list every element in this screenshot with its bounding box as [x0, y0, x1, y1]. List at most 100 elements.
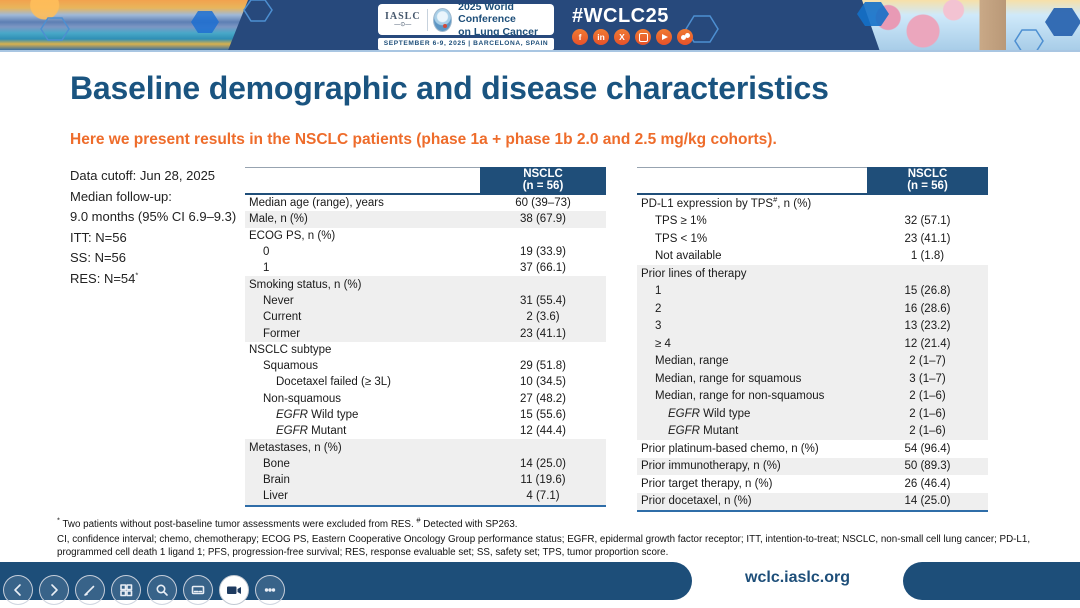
table-row: NSCLC subtype	[245, 342, 606, 358]
row-label: Median age (range), years	[249, 197, 384, 210]
community-icon[interactable]	[677, 29, 693, 45]
row-value: 2 (1–6)	[909, 390, 946, 403]
row-label: Male, n (%)	[249, 213, 308, 226]
table-row: PD-L1 expression by TPS#, n (%)	[637, 195, 988, 213]
more-options-button[interactable]	[255, 575, 285, 605]
wclc-emblem-icon	[433, 7, 453, 32]
row-label: Prior lines of therapy	[641, 267, 747, 280]
row-label: 3	[655, 320, 662, 333]
slideshow-toolbar	[3, 575, 285, 605]
conference-date-location: SEPTEMBER 6-9, 2025 | BARCELONA, SPAIN	[378, 38, 554, 50]
row-label: 0	[263, 246, 270, 259]
zoom-button[interactable]	[147, 575, 177, 605]
table-row: Smoking status, n (%)	[245, 276, 606, 293]
row-label: Prior docetaxel, n (%)	[641, 495, 752, 508]
row-value: 50 (89.3)	[904, 460, 951, 473]
row-value: 54 (96.4)	[904, 442, 951, 455]
row-value: 60 (39–73)	[515, 197, 571, 210]
table-row: Median, range for non-squamous 2 (1–6)	[637, 387, 988, 405]
row-value: 38 (67.9)	[519, 213, 567, 226]
info-line-res: RES: N=54*	[70, 270, 139, 286]
row-value: 29 (51.8)	[519, 360, 567, 373]
row-label: 1	[263, 262, 270, 275]
table-row: EGFR Wild type 2 (1–6)	[637, 405, 988, 423]
page-title: Baseline demographic and disease charact…	[70, 70, 829, 106]
table-header-empty-cell	[245, 167, 480, 193]
conference-title-line1: 2025 World Conference	[458, 1, 516, 26]
row-label: Former	[263, 327, 301, 340]
row-label: Liver	[263, 490, 288, 503]
barcelona-park-guell-photo	[0, 0, 248, 50]
previous-slide-button[interactable]	[3, 575, 33, 605]
row-value: 13 (23.2)	[904, 320, 951, 333]
disease-history-table: NSCLC (n = 56) PD-L1 expression by TPS#,…	[637, 167, 988, 512]
facebook-icon[interactable]: f	[572, 29, 588, 45]
captions-icon	[191, 585, 205, 595]
row-value: 16 (28.6)	[904, 302, 951, 315]
table-row: ECOG PS, n (%)	[245, 228, 606, 244]
video-camera-icon	[227, 586, 241, 594]
table-row: 3 13 (23.2)	[637, 317, 988, 335]
row-value: 12 (44.4)	[519, 425, 567, 438]
captions-button[interactable]	[183, 575, 213, 605]
row-label: NSCLC subtype	[249, 343, 332, 356]
table-row: Metastases, n (%)	[245, 439, 606, 456]
row-value: 23 (41.1)	[904, 232, 951, 245]
table-row: ≥ 4 12 (21.4)	[637, 335, 988, 353]
magnifier-icon	[156, 584, 168, 596]
table-header: NSCLC (n = 56)	[637, 167, 988, 195]
next-slide-button[interactable]	[39, 575, 69, 605]
row-value: 2 (1–7)	[909, 355, 946, 368]
row-value: 26 (46.4)	[904, 477, 951, 490]
table-body: PD-L1 expression by TPS#, n (%) TPS ≥ 1% 3…	[637, 195, 988, 512]
table-row: Liver 4 (7.1)	[245, 488, 606, 505]
row-value: 3 (1–7)	[909, 372, 946, 385]
iaslc-logo: IASLC —⊙—	[385, 10, 421, 28]
conference-title-line2: on Lung Cancer	[458, 25, 539, 38]
row-value: 1 (1.8)	[910, 250, 945, 263]
x-icon[interactable]: X	[614, 29, 630, 45]
demographics-table: NSCLC (n = 56) Median age (range), years…	[245, 167, 606, 507]
row-label: Current	[263, 311, 302, 324]
slide-sorter-button[interactable]	[111, 575, 141, 605]
table-row: Former 23 (41.1)	[245, 325, 606, 342]
info-line: SS: N=56	[70, 250, 127, 265]
iaslc-conference-badge: IASLC —⊙— 2025 World Conference on Lung …	[378, 1, 554, 50]
table-body: Median age (range), years 60 (39–73) Male,…	[245, 195, 606, 507]
row-label: PD-L1 expression by TPS#, n (%)	[641, 194, 812, 210]
draw-button[interactable]	[75, 575, 105, 605]
conference-url: wclc.iaslc.org	[745, 569, 850, 586]
linkedin-icon[interactable]: in	[593, 29, 609, 45]
footnote-abbreviations: CI, confidence interval; chemo, chemothe…	[57, 533, 1031, 559]
row-label: EGFR Mutant	[276, 425, 347, 438]
table-row: EGFR Mutant 12 (44.4)	[245, 423, 606, 439]
row-value: 19 (33.9)	[519, 246, 567, 259]
row-value: 2 (3.6)	[526, 311, 560, 324]
table-row: 2 16 (28.6)	[637, 300, 988, 318]
camera-button[interactable]	[219, 575, 249, 605]
row-value: 14 (25.0)	[519, 457, 567, 470]
row-label: Bone	[263, 457, 290, 470]
row-value: 2 (1–6)	[909, 407, 946, 420]
row-label: Brain	[263, 474, 290, 487]
row-label: Metastases, n (%)	[249, 441, 342, 454]
row-label: Smoking status, n (%)	[249, 278, 362, 291]
table-row: Prior immunotherapy, n (%) 50 (89.3)	[637, 457, 988, 475]
table-row: Never 31 (55.4)	[245, 292, 606, 310]
row-label: Prior target therapy, n (%)	[641, 477, 773, 490]
chevron-left-icon	[14, 584, 21, 596]
iaslc-wordmark: IASLC	[385, 10, 421, 22]
instagram-icon[interactable]	[635, 29, 651, 45]
table-row: Squamous 29 (51.8)	[245, 358, 606, 374]
row-label: Never	[263, 294, 294, 307]
table-row: TPS ≥ 1% 32 (57.1)	[637, 213, 988, 231]
conference-title: 2025 World Conference on Lung Cancer	[458, 1, 547, 37]
youtube-icon[interactable]	[656, 29, 672, 45]
row-label: Median, range	[655, 355, 729, 368]
row-value: 32 (57.1)	[904, 215, 951, 228]
footnotes: * Two patients without post-baseline tum…	[57, 516, 1045, 561]
table-row: Non-squamous 27 (48.2)	[245, 391, 606, 407]
table-row: EGFR Wild type 15 (55.6)	[245, 407, 606, 423]
row-value: 11 (19.6)	[520, 474, 566, 487]
table-row: Not available 1 (1.8)	[637, 248, 988, 266]
